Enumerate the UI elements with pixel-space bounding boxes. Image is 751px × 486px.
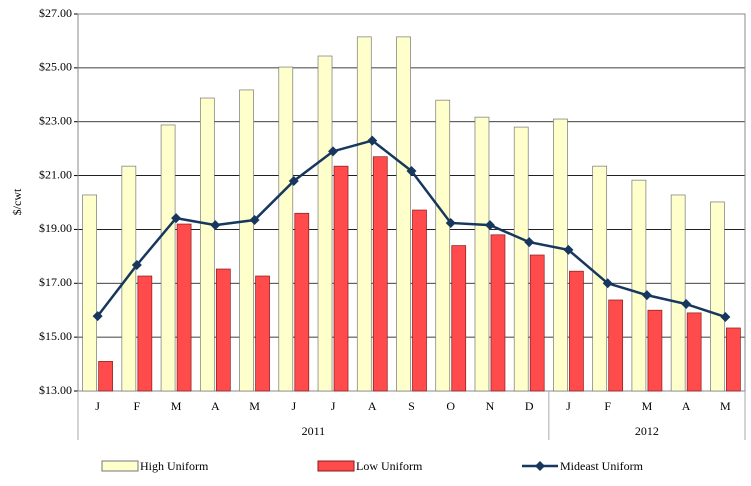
bar <box>137 275 153 392</box>
bar <box>686 312 702 392</box>
bar <box>670 194 686 392</box>
marker <box>524 237 535 248</box>
x-tick-label: J <box>331 399 336 413</box>
marker <box>602 278 613 289</box>
x-tick-label: J <box>566 399 571 413</box>
bar <box>569 270 584 392</box>
bar <box>333 165 349 392</box>
legend-label: Low Uniform <box>356 459 423 473</box>
bar <box>317 55 333 392</box>
group-label: 2011 <box>302 424 326 438</box>
y-tick-label: $17.00 <box>39 275 72 289</box>
x-tick-label: S <box>408 399 415 413</box>
x-tick-label: M <box>249 399 260 413</box>
marker <box>641 290 652 301</box>
x-tick-label: A <box>368 399 377 413</box>
bar <box>451 245 467 392</box>
y-tick-label: $19.00 <box>39 221 72 235</box>
bar <box>121 165 137 392</box>
y-tick-label: $15.00 <box>39 329 72 343</box>
bar <box>215 268 231 392</box>
marker <box>92 311 103 322</box>
plot-border <box>77 13 746 392</box>
bar <box>631 179 647 392</box>
marker <box>563 244 574 255</box>
bar <box>553 118 568 392</box>
marker <box>484 220 495 231</box>
marker <box>328 146 339 157</box>
x-tick-label: N <box>486 399 495 413</box>
bar <box>372 156 388 392</box>
legend-swatch <box>101 460 139 472</box>
y-tick-label: $21.00 <box>39 167 72 181</box>
bar <box>396 36 411 392</box>
legend-marker <box>535 461 545 471</box>
x-tick-label: M <box>642 399 653 413</box>
x-tick-label: M <box>720 399 731 413</box>
y-tick-label: $13.00 <box>39 383 72 397</box>
x-tick-label: O <box>446 399 455 413</box>
bar <box>726 327 741 392</box>
x-tick-label: A <box>682 399 691 413</box>
bar <box>356 36 372 392</box>
bar <box>255 275 270 392</box>
x-tick-label: F <box>604 399 611 413</box>
bar <box>199 97 215 392</box>
marker <box>367 135 378 146</box>
legend-swatch <box>317 460 355 472</box>
bar <box>474 116 490 392</box>
bar <box>435 99 451 392</box>
bar <box>529 254 545 392</box>
bar <box>647 309 663 392</box>
marker <box>249 215 260 226</box>
x-tick-label: D <box>525 399 534 413</box>
y-tick-label: $25.00 <box>39 60 72 74</box>
bar <box>490 234 506 392</box>
bar <box>160 124 176 392</box>
bar <box>82 194 97 392</box>
legend-label: High Uniform <box>140 459 209 473</box>
x-tick-label: J <box>291 399 296 413</box>
bar <box>592 165 608 392</box>
marker <box>445 217 456 228</box>
y-axis-title: $/cwt <box>10 188 24 215</box>
marker <box>131 259 142 270</box>
bar <box>513 126 529 392</box>
bar <box>710 201 725 392</box>
x-tick-label: M <box>171 399 182 413</box>
marker <box>171 213 182 224</box>
x-tick-label: F <box>134 399 141 413</box>
bar <box>239 89 254 392</box>
bar <box>98 361 113 392</box>
x-tick-label: J <box>95 399 100 413</box>
marker <box>720 311 731 322</box>
x-tick-label: A <box>211 399 220 413</box>
bar <box>278 66 294 392</box>
marker <box>288 175 299 186</box>
y-tick-label: $23.00 <box>39 113 72 127</box>
legend-label: Mideast Uniform <box>560 459 644 473</box>
marker <box>406 165 417 176</box>
group-label: 2012 <box>635 424 659 438</box>
bar <box>176 223 192 392</box>
y-tick-label: $27.00 <box>39 6 72 20</box>
bar <box>608 299 624 392</box>
bar <box>294 212 310 392</box>
marker <box>210 220 221 231</box>
bar <box>412 209 427 392</box>
marker <box>681 299 692 310</box>
